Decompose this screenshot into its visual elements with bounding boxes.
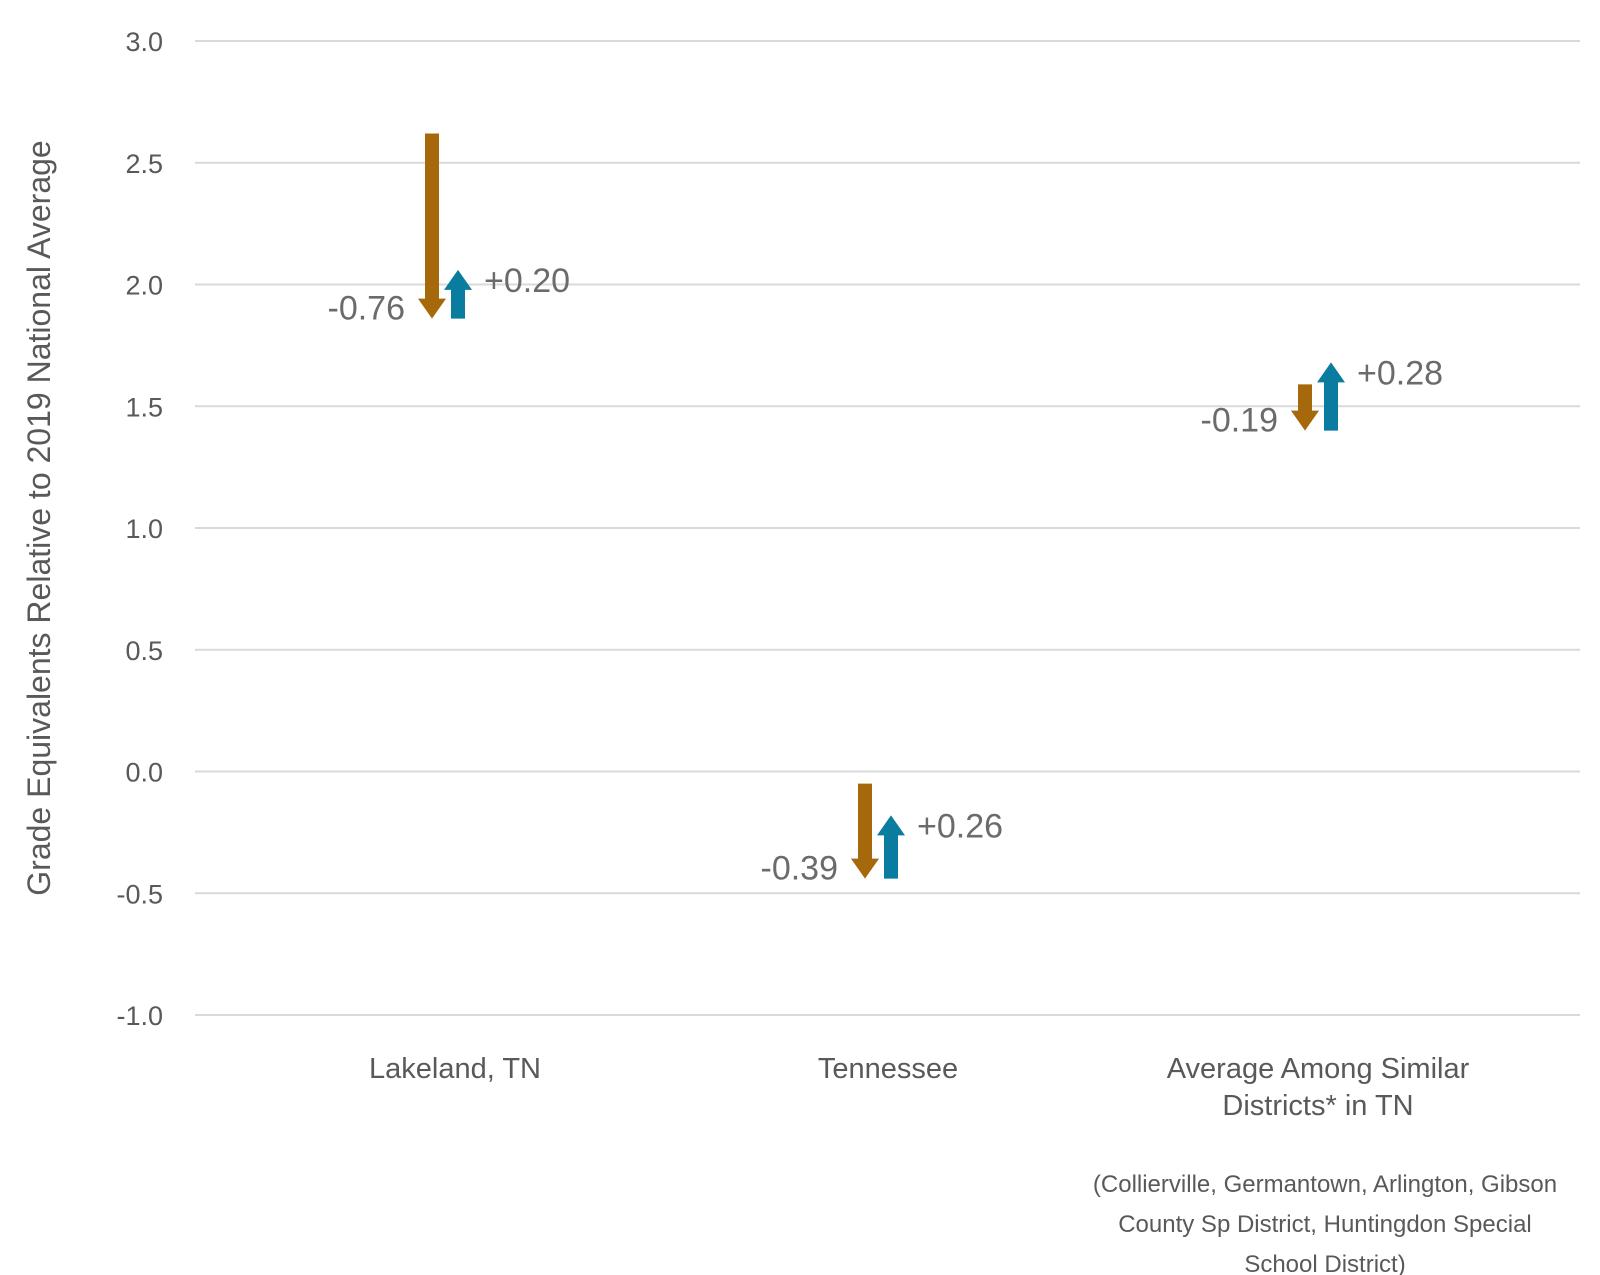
recovery-label: +0.20	[484, 262, 570, 300]
decline-label: -0.39	[761, 850, 839, 888]
recovery-label: +0.26	[917, 807, 1003, 845]
category-label: Tennessee	[818, 1053, 958, 1085]
y-tick-label: 2.0	[125, 271, 163, 301]
y-axis-ticks: 3.0 2.5 2.0 1.5 1.0 0.5 0.0 -0.5 -1.0	[116, 27, 163, 1031]
y-tick-label: 2.5	[125, 149, 163, 179]
category-note: (Collierville, Germantown, Arlington, Gi…	[1093, 1171, 1557, 1198]
recovery-arrow	[877, 815, 905, 879]
y-tick-label: 1.0	[125, 514, 163, 544]
category-note: School District)	[1244, 1251, 1405, 1275]
decline-label: -0.19	[1201, 402, 1279, 440]
category-label: Districts* in TN	[1222, 1090, 1413, 1122]
decline-arrow	[851, 783, 879, 879]
category-note: County Sp District, Huntingdon Special	[1118, 1211, 1532, 1238]
y-axis-label: Grade Equivalents Relative to 2019 Natio…	[21, 140, 57, 895]
category-label: Lakeland, TN	[369, 1053, 541, 1085]
decline-arrow	[1291, 384, 1319, 431]
y-tick-label: 1.5	[125, 392, 163, 422]
decline-arrow	[418, 133, 446, 319]
y-tick-label: 0.5	[125, 636, 163, 666]
decline-label: -0.76	[328, 290, 406, 328]
arrow-marks: -0.76 +0.20 -0.39 +0.26 -0.19 +0.28	[328, 133, 1443, 888]
recovery-arrow	[1317, 362, 1345, 431]
x-axis-categories: Lakeland, TN Tennessee Average Among Simil…	[369, 1053, 1557, 1275]
y-tick-label: -0.5	[116, 879, 163, 909]
y-tick-label: 3.0	[125, 27, 163, 57]
recovery-arrow	[444, 269, 472, 319]
recovery-label: +0.28	[1357, 354, 1443, 392]
category-label: Average Among Similar	[1167, 1053, 1470, 1085]
y-tick-label: 0.0	[125, 758, 163, 788]
y-tick-label: -1.0	[116, 1001, 163, 1031]
